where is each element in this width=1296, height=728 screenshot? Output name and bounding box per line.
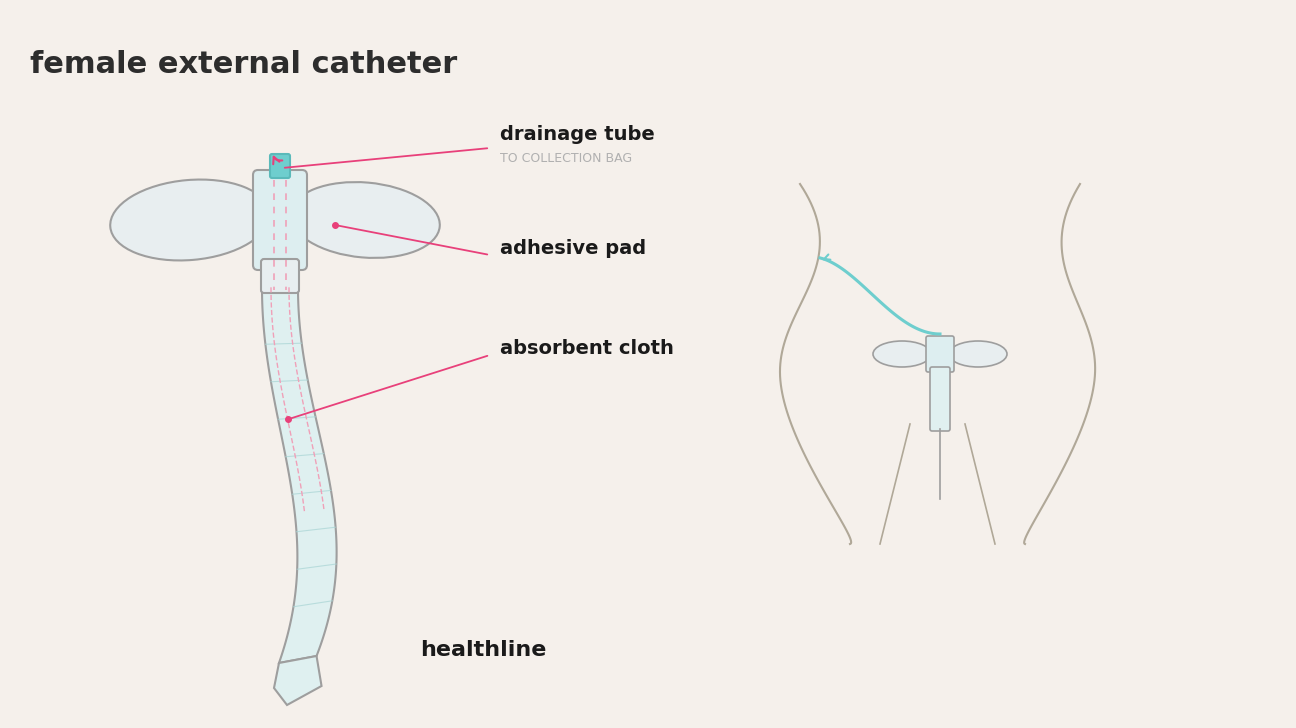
Polygon shape bbox=[262, 288, 337, 663]
Text: TO COLLECTION BAG: TO COLLECTION BAG bbox=[500, 151, 632, 165]
Polygon shape bbox=[273, 656, 321, 705]
Ellipse shape bbox=[290, 182, 439, 258]
Ellipse shape bbox=[110, 180, 270, 261]
FancyBboxPatch shape bbox=[270, 154, 290, 178]
Text: female external catheter: female external catheter bbox=[30, 50, 457, 79]
Ellipse shape bbox=[874, 341, 931, 367]
FancyBboxPatch shape bbox=[253, 170, 307, 270]
Ellipse shape bbox=[949, 341, 1007, 367]
Text: healthline: healthline bbox=[420, 640, 547, 660]
Text: absorbent cloth: absorbent cloth bbox=[500, 339, 674, 357]
FancyBboxPatch shape bbox=[927, 336, 954, 372]
Text: adhesive pad: adhesive pad bbox=[500, 239, 647, 258]
FancyBboxPatch shape bbox=[931, 367, 950, 431]
FancyBboxPatch shape bbox=[260, 259, 299, 293]
Text: drainage tube: drainage tube bbox=[500, 125, 654, 144]
